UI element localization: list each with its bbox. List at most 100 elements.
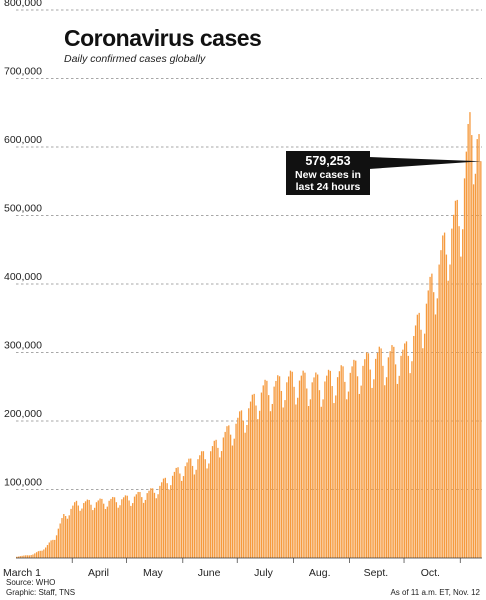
bar (220, 451, 223, 558)
bar (269, 411, 272, 558)
bar (206, 468, 208, 558)
bar (413, 335, 415, 558)
bar (175, 467, 177, 558)
bar (313, 377, 315, 558)
x-tick-label: Oct. (421, 567, 440, 579)
bar (144, 499, 147, 558)
bar (458, 226, 460, 558)
bar (389, 351, 391, 558)
bar (188, 458, 190, 558)
bar (177, 467, 179, 558)
bar (273, 386, 275, 558)
bar (438, 264, 440, 558)
bar (369, 369, 371, 558)
bar (342, 366, 344, 558)
bar (168, 489, 170, 558)
bar (34, 553, 36, 558)
bar (186, 462, 188, 558)
bar (278, 376, 281, 558)
bar (255, 405, 257, 558)
bar (59, 523, 61, 558)
bar (309, 399, 312, 558)
bar (394, 364, 397, 558)
callout-box (286, 151, 370, 195)
bar (371, 387, 373, 558)
bar (159, 485, 161, 558)
bar (74, 502, 76, 558)
bar (113, 497, 116, 558)
bar (418, 312, 420, 558)
bar (246, 424, 248, 558)
bar (429, 276, 431, 558)
bar (39, 550, 41, 558)
bar (184, 466, 186, 558)
bar (463, 178, 466, 558)
y-tick-label: 400,000 (4, 271, 42, 283)
bar (170, 485, 172, 558)
bar (411, 361, 413, 558)
bar (128, 500, 130, 558)
y-tick-label: 200,000 (4, 408, 42, 420)
bar (99, 498, 101, 558)
bar (465, 151, 467, 558)
bar (407, 355, 409, 558)
bar (54, 539, 56, 558)
bar (182, 476, 185, 558)
bars-layer (16, 112, 482, 559)
bar (275, 380, 277, 558)
bar (23, 555, 25, 558)
bar (298, 380, 301, 558)
bar (164, 477, 166, 558)
bar (43, 549, 45, 558)
bar (70, 508, 72, 558)
bar (81, 508, 83, 558)
bar (277, 375, 279, 558)
bar (282, 407, 284, 558)
bar (351, 366, 353, 558)
bar (16, 556, 18, 558)
bar (317, 374, 319, 558)
bar (19, 556, 21, 558)
bar (75, 500, 78, 558)
bar (155, 498, 157, 558)
bar (122, 497, 125, 558)
bar (367, 353, 370, 558)
bar (364, 359, 366, 558)
bar (433, 292, 435, 558)
bar (233, 438, 235, 558)
footer-asof: As of 11 a.m. ET, Nov. 12 (390, 588, 480, 597)
bar (133, 496, 136, 558)
bar (333, 403, 335, 558)
callout-text-line1: New cases in (295, 169, 361, 181)
bar (467, 123, 469, 558)
bar (447, 280, 449, 558)
bar (217, 447, 219, 558)
bar (266, 380, 268, 558)
bar (445, 254, 448, 558)
bar (213, 440, 215, 558)
bar (384, 385, 386, 558)
bar (235, 423, 237, 558)
bar (427, 290, 429, 558)
chart-title: Coronavirus cases (64, 25, 261, 51)
x-tick-label: April (88, 567, 109, 579)
bar (260, 392, 263, 558)
bar (347, 391, 350, 558)
bar (257, 419, 259, 558)
bar (375, 358, 377, 558)
bar (251, 394, 254, 558)
bar (135, 494, 137, 558)
bar (46, 545, 49, 558)
y-tick-label: 700,000 (4, 66, 42, 78)
bar (41, 550, 43, 558)
bar (32, 554, 34, 558)
bar (171, 475, 174, 558)
x-tick-label: July (254, 567, 273, 579)
bar (355, 360, 357, 558)
bar (443, 232, 446, 558)
x-tick-label: March 1 (3, 567, 41, 579)
bar (262, 385, 264, 558)
bar (302, 370, 304, 558)
bar (121, 499, 123, 558)
